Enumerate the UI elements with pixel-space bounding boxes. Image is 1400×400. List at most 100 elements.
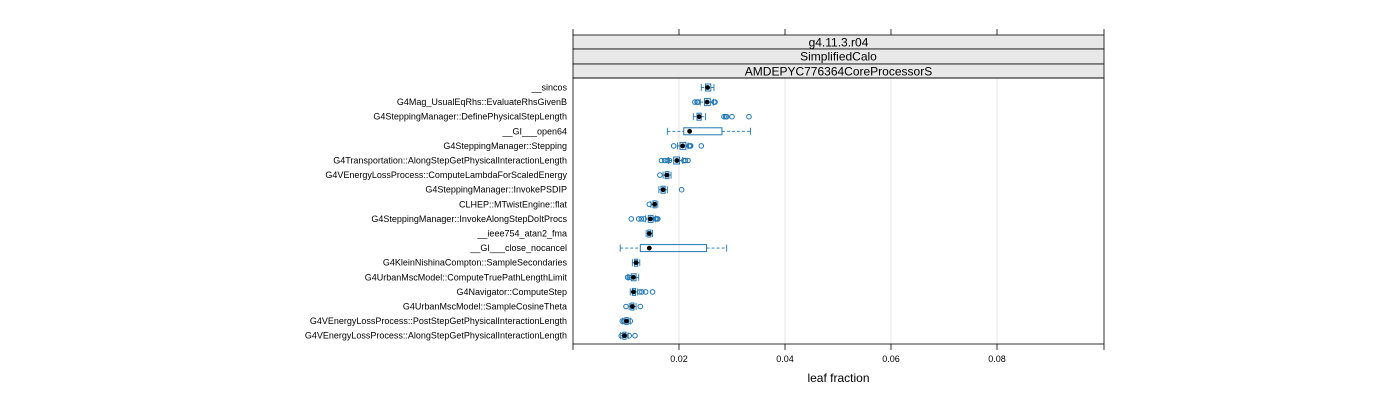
outlier-6-0 xyxy=(657,172,663,178)
outlier-9-1 xyxy=(635,216,642,222)
box-4 xyxy=(679,141,687,150)
outlier-14-2 xyxy=(642,289,649,295)
box-group-16 xyxy=(619,317,634,326)
median-dot-14 xyxy=(631,289,636,295)
outlier-9-6 xyxy=(655,216,661,222)
axes: 0.02 0.04 0.06 0.08 xyxy=(572,29,1105,364)
outlier-5-0 xyxy=(658,157,665,164)
box-group-10 xyxy=(645,229,653,238)
box-group-14 xyxy=(629,287,656,296)
box-group-9 xyxy=(628,214,661,223)
box-11 xyxy=(639,244,708,253)
median-dot-0 xyxy=(705,85,711,90)
box-1 xyxy=(703,98,711,107)
category-label-10: __ieee754_atan2_fma xyxy=(476,229,567,239)
median-dot-12 xyxy=(633,260,639,266)
median-dot-5 xyxy=(674,158,680,163)
strip-label-2: SimplifiedCalo xyxy=(800,50,877,64)
outlier-5-3 xyxy=(666,157,673,164)
median-dot-1 xyxy=(704,99,710,105)
category-labels: __sincosG4Mag_UsualEqRhs::EvaluateRhsGiv… xyxy=(305,83,568,341)
outlier-1-2 xyxy=(695,99,701,105)
outlier-5-2 xyxy=(664,157,671,164)
x-tick-label-0: 0.02 xyxy=(670,354,688,364)
outlier-2-4 xyxy=(746,113,752,120)
category-label-17: G4VEnergyLossProcess::AlongStepGetPhysic… xyxy=(305,331,567,341)
outlier-4-3 xyxy=(687,143,694,149)
x-tick-label-2: 0.06 xyxy=(882,354,900,364)
category-label-15: G4UrbanMscModel::SampleCosineTheta xyxy=(403,302,567,312)
box-group-15 xyxy=(623,302,644,311)
box-group-13 xyxy=(624,273,640,282)
box-5 xyxy=(673,156,681,165)
category-label-16: G4VEnergyLossProcess::PostStepGetPhysica… xyxy=(310,316,567,326)
panel-border xyxy=(572,77,1105,345)
strip-headers: g4.11.3.r04 SimplifiedCalo AMDEPYC776364… xyxy=(572,34,1105,79)
strip-label-1: g4.11.3.r04 xyxy=(809,36,869,50)
category-label-7: G4SteppingManager::InvokePSDIP xyxy=(425,185,567,195)
category-label-1: G4Mag_UsualEqRhs::EvaluateRhsGivenB xyxy=(397,97,567,107)
outlier-17-2 xyxy=(632,332,638,339)
strip-label-3: AMDEPYC776364CoreProcessorS xyxy=(745,65,932,79)
outlier-2-3 xyxy=(729,113,735,120)
outlier-17-1 xyxy=(626,332,632,339)
category-label-12: G4KleinNishinaCompton::SampleSecondaries xyxy=(383,258,568,268)
outlier-7-0 xyxy=(678,186,685,193)
median-dot-13 xyxy=(631,274,636,280)
category-label-8: CLHEP::MTwistEngine::flat xyxy=(459,199,568,209)
outlier-2-2 xyxy=(723,113,730,120)
median-dot-4 xyxy=(680,143,686,149)
box-group-11 xyxy=(619,244,728,253)
x-axis-title: leaf fraction xyxy=(807,371,869,385)
box-group-12 xyxy=(631,258,641,267)
category-label-0: __sincos xyxy=(530,83,567,93)
grid-lines xyxy=(678,78,998,344)
median-dot-8 xyxy=(652,201,658,207)
category-label-11: __GI___close_nocancel xyxy=(469,243,567,253)
category-label-6: G4VEnergyLossProcess::ComputeLambdaForSc… xyxy=(325,170,567,180)
outlier-4-4 xyxy=(698,143,705,149)
category-label-3: __GI___open64 xyxy=(501,126,567,136)
outlier-5-5 xyxy=(682,157,689,164)
box-group-3 xyxy=(666,127,751,136)
category-label-14: G4Navigator::ComputeStep xyxy=(456,287,567,297)
outlier-9-0 xyxy=(628,216,635,222)
outlier-15-1 xyxy=(637,303,644,310)
box-group-17 xyxy=(618,331,638,340)
box-group-7 xyxy=(658,185,685,194)
median-dot-6 xyxy=(664,172,670,178)
box-group-8 xyxy=(646,200,659,209)
box-group-5 xyxy=(658,156,691,165)
outlier-5-6 xyxy=(685,157,691,164)
median-dot-7 xyxy=(660,187,666,193)
median-dot-10 xyxy=(646,231,652,236)
median-dot-9 xyxy=(647,216,653,222)
category-label-13: G4UrbanMscModel::ComputeTruePathLengthLi… xyxy=(365,272,568,282)
median-dot-17 xyxy=(622,333,627,339)
box-group-4 xyxy=(670,141,705,150)
outlier-8-0 xyxy=(646,201,653,208)
x-tick-label-1: 0.04 xyxy=(776,354,794,364)
outlier-4-0 xyxy=(670,143,677,149)
median-dot-3 xyxy=(687,128,692,134)
outlier-14-3 xyxy=(649,289,656,295)
boxes xyxy=(618,83,752,340)
category-label-5: G4Transportation::AlongStepGetPhysicalIn… xyxy=(333,156,567,166)
outlier-14-1 xyxy=(639,289,645,295)
outlier-14-0 xyxy=(636,289,643,295)
outlier-1-0 xyxy=(692,99,698,105)
outlier-15-0 xyxy=(623,303,629,310)
median-dot-11 xyxy=(646,245,652,251)
median-dot-16 xyxy=(624,318,629,324)
outlier-9-2 xyxy=(638,216,645,222)
x-tick-label-3: 0.08 xyxy=(988,354,1006,364)
outlier-9-3 xyxy=(641,216,647,222)
category-label-2: G4SteppingManager::DefinePhysicalStepLen… xyxy=(373,112,567,122)
box-group-6 xyxy=(657,171,672,180)
category-label-4: G4SteppingManager::Stepping xyxy=(443,141,567,151)
outlier-1-4 xyxy=(712,99,718,105)
box-group-0 xyxy=(700,83,715,92)
box-3 xyxy=(683,127,723,136)
median-dot-15 xyxy=(629,304,635,309)
